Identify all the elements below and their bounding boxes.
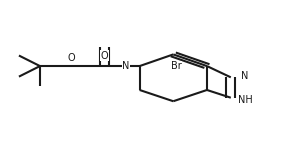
Text: O: O [101,51,108,61]
Text: Br: Br [171,61,181,71]
Text: N: N [241,71,248,81]
Text: N: N [122,61,130,71]
Text: O: O [67,53,75,63]
Text: NH: NH [238,95,253,105]
